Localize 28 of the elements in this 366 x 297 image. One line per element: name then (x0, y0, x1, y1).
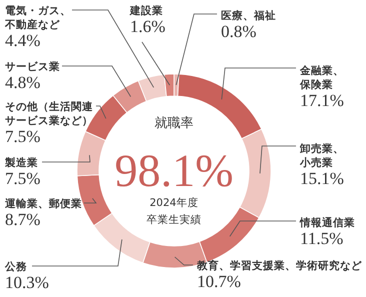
slice-label: 公務 (4, 260, 27, 273)
data-label: 10.3% (5, 273, 49, 292)
data-label: 8.7% (5, 210, 40, 229)
data-label: 17.1% (300, 91, 344, 110)
slice-label: 卸売業、小売業 (299, 142, 344, 169)
slice-label: 電気・ガス、不動産など (4, 5, 71, 31)
slice-label: 建設業 (129, 4, 163, 17)
data-label: 1.6% (130, 17, 166, 36)
data-label: 4.4% (5, 31, 40, 50)
slice-label: 運輸業、郵便業 (4, 197, 82, 210)
data-label: 0.8% (221, 22, 256, 41)
slice-label: 金融業、保険業 (299, 64, 344, 91)
slice-label: 教育、学習支援業、学術研究など (196, 259, 363, 272)
text: 98.1% (114, 145, 234, 196)
data-label: 11.5% (300, 229, 344, 248)
slice-label: サービス業 (5, 60, 60, 73)
data-label: 10.7% (197, 272, 241, 291)
data-label: 7.5% (5, 127, 40, 146)
slice-label: 医療、福祉 (221, 9, 276, 22)
data-label: 7.5% (5, 169, 40, 188)
text: 2024年度 (150, 196, 198, 209)
slice-label: 情報通信業 (299, 216, 355, 229)
data-label: 4.8% (5, 73, 40, 92)
slice-label: その他（生活関連サービス業など） (5, 100, 94, 127)
text: 就職率 (154, 115, 194, 131)
data-label: 15.1% (300, 169, 344, 188)
slice-label: 製造業 (4, 156, 38, 169)
text: 卒業生実績 (146, 213, 202, 226)
